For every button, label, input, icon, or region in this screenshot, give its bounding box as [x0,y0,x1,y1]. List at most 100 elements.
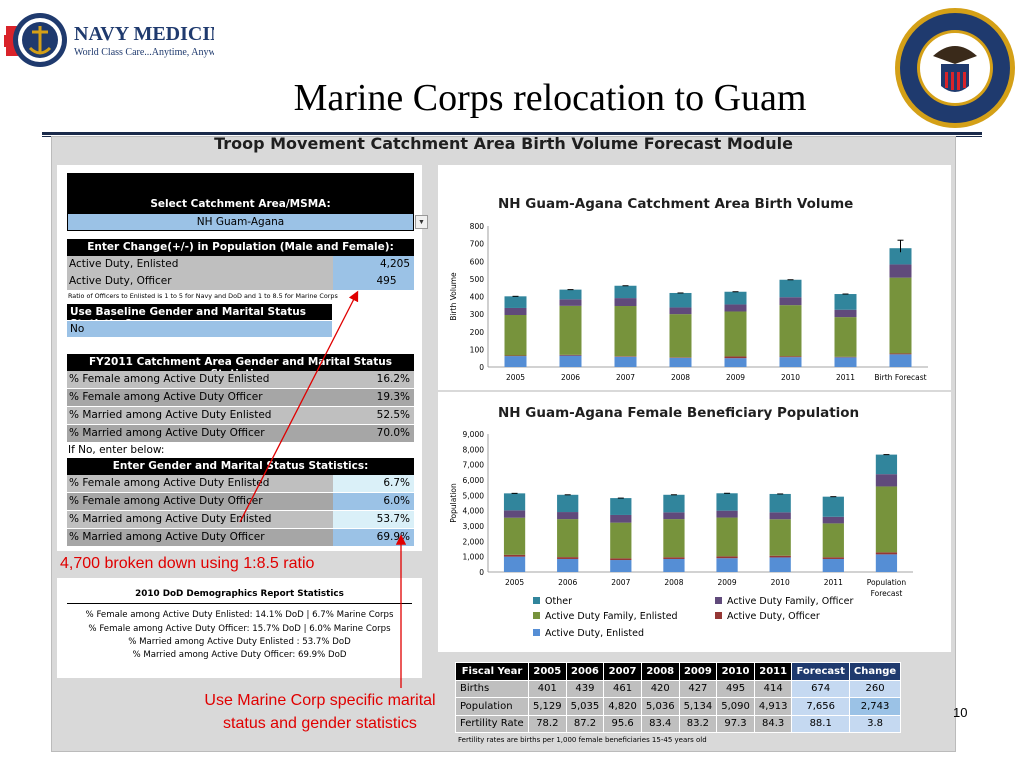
bar-segment [889,248,912,265]
bar-segment [503,554,526,557]
y-axis-label: Population [449,483,458,523]
enter-stat-value[interactable]: 53.7% [333,511,414,528]
bar-segment [557,494,579,513]
y-tick-label: 0 [479,568,484,577]
enter-stat-label: % Female among Active Duty Enlisted [67,475,333,492]
enter-stat-value[interactable]: 6.0% [333,493,414,510]
x-tick-label: 2005 [506,373,525,382]
x-tick-label: Population [867,578,907,587]
x-tick-label: 2007 [616,373,635,382]
x-tick-label: 2005 [505,578,524,587]
table-cell: 461 [603,679,642,698]
bar-segment [724,356,747,359]
bar-segment [663,558,685,572]
table-row: Births 401 439 461 420 427 495 414 674 260 [455,679,902,698]
legend-label: Active Duty, Officer [727,611,820,622]
baseline-select[interactable]: No [67,321,332,337]
bar-segment [559,299,582,306]
y-tick-label: 0 [479,363,484,372]
bar-segment [769,512,791,520]
y-tick-label: 6,000 [463,476,485,485]
table-cell: 5,129 [528,697,567,716]
ad-officer-input[interactable]: 495 [333,273,414,290]
y-tick-label: 500 [470,275,485,284]
y-tick-label: 2,000 [463,537,485,546]
legend-label: Active Duty Family, Officer [727,596,853,607]
y-tick-label: 1,000 [463,553,485,562]
y-tick-label: 100 [470,345,485,354]
fy-stat-label: % Female among Active Duty Officer [67,389,333,406]
bar-segment [557,557,579,559]
bar-segment [779,357,802,367]
bar-segment [610,522,632,559]
bar-segment [504,356,527,367]
y-tick-label: 8,000 [463,445,485,454]
x-tick-label: 2007 [611,578,630,587]
if-no-text: If No, enter below: [68,444,165,456]
logo-tagline-text: World Class Care...Anytime, Anywhere [74,47,214,58]
bar-segment [875,552,898,555]
bar-segment [614,306,637,357]
table-cell: 495 [716,679,755,698]
bar-segment [663,519,685,558]
fy-stat-value: 16.2% [333,371,414,388]
table-cell: 439 [565,679,605,698]
bar-segment [663,512,685,520]
marine-stats-callout: Use Marine Corp specific marital status … [204,692,436,732]
birth-volume-chart: NH Guam-Agana Catchment Area Birth Volum… [438,165,951,390]
demographics-title: 2010 DoD Demographics Report Statistics [135,589,344,599]
legend-label: Other [545,596,572,607]
bar-segment [503,517,526,555]
chart-title: NH Guam-Agana Catchment Area Birth Volum… [498,196,853,212]
bar-segment [724,358,747,367]
ad-enlisted-row: Active Duty, Enlisted 4,205 [67,256,414,273]
bar-segment [834,317,857,357]
bar-segment [669,314,692,358]
table-cell: Births [455,679,529,698]
bar-segment [503,493,526,511]
chevron-down-icon[interactable]: ▼ [415,215,428,229]
bar-segment [669,307,692,315]
chart-title: NH Guam-Agana Female Beneficiary Populat… [498,405,859,421]
demographics-line: % Female among Active Duty Officer: 15.7… [88,624,391,634]
enter-stat-row: % Married among Active Duty Enlisted 53.7… [67,511,414,528]
y-tick-label: 200 [470,328,485,337]
x-tick-label: 2011 [824,578,843,587]
table-header-cell: 2005 [528,662,567,681]
table-cell: 5,036 [640,697,680,716]
table-row: Population 5,129 5,035 4,820 5,036 5,134 5,090… [455,697,902,716]
bar-segment [822,558,844,572]
bar-segment [610,560,632,572]
bar-segment [834,309,857,318]
y-tick-label: 700 [470,240,485,249]
x-tick-label: 2008 [671,373,690,382]
table-cell: 674 [791,679,850,698]
select-area-header: Select Catchment Area/MSMA: [67,173,414,213]
ad-enlisted-input[interactable]: 4,205 [333,256,414,273]
bar-segment [834,356,857,358]
enter-stat-value[interactable]: 69.9% [333,529,414,546]
fy-stat-label: % Married among Active Duty Officer [67,425,333,442]
bar-segment [822,516,844,524]
bar-segment [559,355,582,367]
x-tick-label: 2010 [771,578,790,587]
bar-segment [610,514,632,523]
legend-swatch [715,612,722,619]
bar-segment [503,556,526,572]
x-tick-label: 2011 [836,373,855,382]
bar-segment [889,264,912,278]
bar-segment [769,557,791,572]
bar-segment [724,304,747,312]
table-header-cell: 2010 [716,662,755,681]
table-cell: 4,913 [753,697,793,716]
demographics-rule [67,603,412,604]
enter-stat-value[interactable]: 6.7% [333,475,414,492]
fy-stat-label: % Female among Active Duty Enlisted [67,371,333,388]
fy-stat-value: 70.0% [333,425,414,442]
fy-stat-row: % Female among Active Duty Officer 19.3% [67,389,414,406]
fy-stats-header: FY2011 Catchment Area Gender and Marital… [67,354,414,380]
y-tick-label: 3,000 [463,522,485,531]
catchment-select[interactable]: NH Guam-Agana [67,213,414,231]
baseline-header: Use Baseline Gender and Marital Status S… [67,304,332,330]
bar-segment [716,510,738,518]
